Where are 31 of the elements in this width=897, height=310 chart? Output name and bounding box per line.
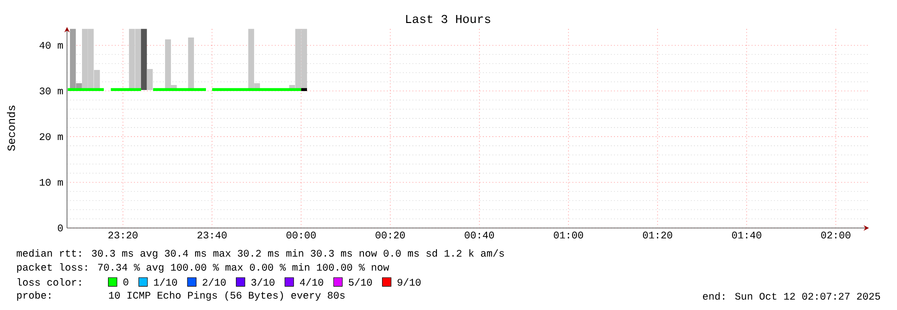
text: packet loss: 70.34 % avg 100.00 % max 0.00 % min 100.00 % now: [17, 263, 390, 273]
x-tick-label: 23:20: [108, 232, 138, 239]
text: end: Sun Oct 12 02:07:27 2025: [703, 292, 880, 300]
legend-title: loss color:: [18, 278, 81, 286]
y-tick-label: 20 m: [40, 133, 63, 140]
y-tick-label: 30 m: [40, 88, 63, 94]
x-tick-label: 02:00: [821, 232, 850, 239]
x-tick-label: 01:40: [732, 232, 762, 239]
text: median rtt: 30.3 ms avg 30.4 ms max 30.2 ms min 30.3 ms now 0.0 ms sd 1.2 k am/s: [16, 249, 504, 259]
bar: [146, 69, 153, 90]
bar: [141, 28, 147, 90]
y-tick-label: 10 m: [40, 178, 63, 186]
y-tick-label: 40 m: [40, 42, 63, 49]
text: probe:: [17, 291, 50, 301]
legend-label: 3/10: [251, 278, 274, 286]
x-tick-label: 23:40: [198, 232, 227, 239]
legend-label: 9/10: [398, 278, 421, 286]
legend-label: 4/10: [300, 278, 324, 286]
text: 10 ICMP Echo Pings (56 Bytes) every 80s: [109, 291, 345, 301]
legend-label: 0: [123, 278, 128, 286]
x-tick-label: 00:40: [464, 232, 494, 239]
y-tick-label: 0: [58, 224, 63, 232]
legend-label: 1/10: [154, 278, 177, 286]
legend-label: 2/10: [202, 278, 226, 286]
x-tick-label: 01:00: [554, 232, 584, 239]
legend-label: 5/10: [348, 278, 372, 286]
chart-title: Last 3 Hours: [406, 14, 490, 24]
y-axis-title: Seconds: [6, 106, 16, 151]
x-tick-label: 00:20: [376, 232, 405, 239]
x-tick-label: 01:20: [642, 232, 672, 239]
x-tick-label: 00:00: [286, 232, 316, 239]
